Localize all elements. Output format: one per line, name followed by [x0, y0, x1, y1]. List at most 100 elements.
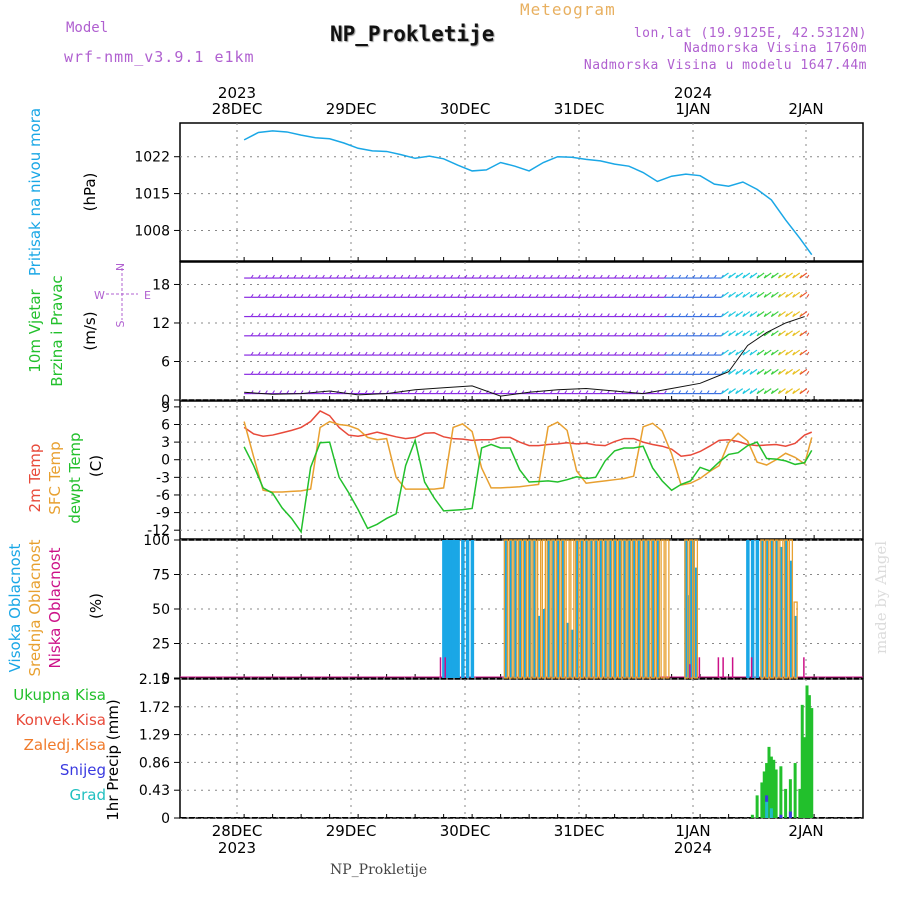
low-cloud-bar — [722, 657, 724, 678]
top-year-label: 2024 — [674, 84, 712, 102]
mid-cloud-bar — [603, 539, 608, 679]
precip-total-bar — [774, 769, 778, 818]
wind-barb-flag — [806, 274, 810, 279]
mid-cloud-bar — [636, 539, 642, 679]
top-day-label: 31DEC — [554, 100, 605, 118]
mid-cloud-bar — [760, 539, 765, 679]
y-tick-label: 6 — [161, 354, 170, 370]
high-cloud-bar — [689, 540, 693, 678]
wind-barb-shaft — [778, 272, 786, 279]
wind-barb-shaft — [785, 272, 793, 279]
mid-cloud-bar — [617, 539, 623, 679]
pressure-label: Pritisak na nivou mora — [26, 108, 44, 276]
high-cloud-bar — [522, 540, 527, 678]
mid-cloud-bar — [774, 539, 779, 679]
y-tick-label: 6 — [161, 417, 170, 433]
high-cloud-bar — [537, 615, 541, 678]
high-cloud-bar — [632, 540, 636, 678]
high-cloud-bar — [655, 540, 660, 678]
wind-barb-shaft — [792, 272, 801, 279]
wind-barb-shaft — [749, 330, 758, 337]
high-cloud-bar — [454, 540, 458, 678]
wind-barb-shaft — [728, 291, 736, 298]
wind-barb-shaft — [778, 330, 786, 337]
wind-barb-shaft — [778, 349, 786, 356]
wind-barb-shaft — [756, 349, 765, 356]
low-cloud-bar — [444, 657, 446, 678]
wind-barb-shaft — [728, 388, 736, 395]
high-cloud-bar — [793, 615, 798, 678]
wind-barb-flag — [806, 390, 810, 394]
wind-barb-shaft — [756, 311, 765, 318]
snow-bar — [788, 811, 792, 818]
wind-barb-shaft — [749, 311, 758, 318]
mid-cloud-bar — [570, 539, 575, 679]
wind-label-line1: 10m Vjetar — [26, 288, 44, 372]
wind-barb-shaft — [799, 388, 808, 395]
precip-total-bar — [788, 779, 792, 818]
wind-barb-shaft — [721, 368, 729, 375]
mid-cloud-bar — [688, 539, 694, 679]
wind-barb-shaft — [721, 388, 729, 395]
y-tick-label: 1.72 — [139, 700, 170, 716]
model-label: Model — [66, 20, 109, 36]
high-cloud-bar — [627, 540, 631, 678]
mid-cloud-bar — [764, 539, 770, 679]
y-tick-label: 50 — [152, 602, 170, 618]
panel-frame — [179, 678, 864, 819]
mid-cloud-bar — [646, 539, 651, 679]
mid-cloud-bar — [665, 539, 670, 679]
high-cloud-bar — [746, 540, 750, 678]
low-cloud-bar — [689, 664, 691, 678]
high-cloud-bar — [541, 609, 546, 678]
wind-barb-shaft — [721, 291, 729, 298]
wind-barb-shaft — [792, 349, 801, 356]
precip-total-bar — [767, 746, 771, 818]
mid-cloud-bar — [555, 539, 561, 679]
high-cloud-bar — [603, 540, 608, 678]
wind-barb-shaft — [763, 291, 772, 298]
wind-barb-shaft — [728, 349, 736, 356]
wind-speed-line — [244, 316, 805, 397]
top-day-label: 2JAN — [788, 100, 823, 118]
wind-barb-shaft — [771, 291, 779, 298]
wind-barb-shaft — [763, 330, 772, 337]
wind-barb-shaft — [735, 368, 744, 375]
low-cloud-bar — [803, 657, 805, 678]
wind-barb-shaft — [785, 388, 793, 395]
panel-frame — [179, 261, 864, 401]
wind-barb-shaft — [749, 272, 758, 279]
bottom-day-label: 28DEC — [212, 822, 263, 840]
mid-cloud-bar — [522, 539, 528, 679]
mid-cloud-bar — [608, 539, 613, 679]
high-cloud-bar — [444, 540, 448, 678]
precip-total-bar — [798, 788, 802, 818]
precip-total-bar — [769, 756, 773, 818]
bottom-day-label: 1JAN — [675, 822, 710, 840]
high-cloud-bar — [551, 540, 555, 678]
y-tick-label: 1022 — [134, 150, 170, 166]
low-cloud-bar — [731, 657, 734, 678]
mid-cloud-bar — [584, 539, 589, 679]
high-cloud-bar — [774, 540, 779, 678]
y-tick-label: -3 — [156, 470, 170, 486]
wind-barb-shaft — [771, 388, 779, 395]
compass-north-label: N — [114, 263, 127, 271]
mid-cloud-bar — [627, 539, 632, 679]
high-cloud-bar — [570, 629, 574, 678]
y-tick-label: 0.86 — [139, 755, 170, 771]
low-cloud-bar — [750, 657, 753, 678]
chart-subtitle: Meteogram — [520, 0, 616, 19]
wind-barb-shaft — [778, 368, 786, 375]
temp-unit: (C) — [87, 455, 105, 477]
bottom-year-label: 2024 — [674, 839, 712, 857]
mid-cloud-bar — [622, 539, 627, 679]
high-cloud-bar — [465, 540, 470, 678]
wind-label-line2: Brzina i Pravac — [48, 275, 66, 386]
wind-barb-shaft — [799, 368, 808, 375]
mid-cloud-bar — [593, 539, 599, 679]
wind-barb-shaft — [749, 291, 758, 298]
wind-barb-shaft — [792, 291, 801, 298]
top-year-label: 2023 — [218, 84, 256, 102]
wind-barb-shaft — [728, 368, 736, 375]
